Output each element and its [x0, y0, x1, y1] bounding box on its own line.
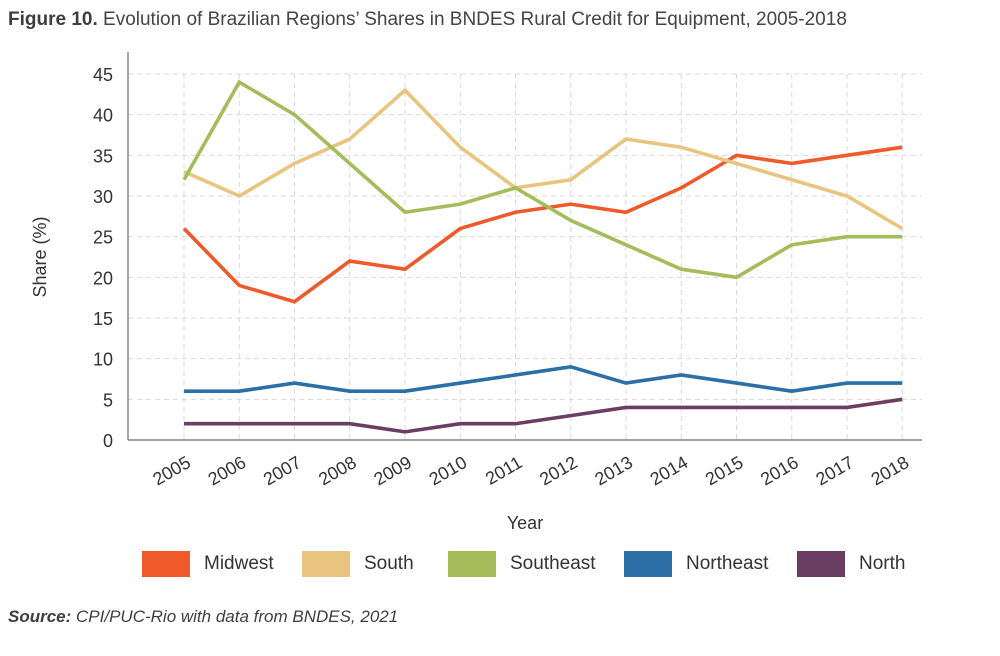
x-tick-labels: 2005 2006 2007 2008 2009 2010 2011 2012 2013 2014… — [149, 452, 912, 489]
series-line-northeast — [184, 364, 903, 394]
grid-lines — [128, 73, 922, 440]
legend: Midwest South Southeast Northeast North — [0, 545, 1000, 585]
series-line-south — [183, 87, 904, 231]
x-axis-label: Year — [507, 513, 543, 533]
legend-swatch — [448, 551, 496, 577]
x-tick-label: 2014 — [647, 452, 692, 489]
series-line-southeast — [182, 79, 903, 280]
y-tick-label: 10 — [93, 350, 113, 370]
y-tick-label: 40 — [93, 106, 113, 126]
y-axis-label: Share (%) — [30, 216, 50, 297]
source-label: Source: — [8, 607, 72, 626]
x-tick-label: 2005 — [149, 452, 194, 489]
x-tick-label: 2011 — [482, 452, 526, 489]
legend-label: Northeast — [686, 553, 769, 574]
x-tick-label: 2012 — [536, 452, 581, 489]
x-tick-label: 2018 — [868, 452, 913, 489]
y-tick-label: 0 — [103, 431, 113, 451]
legend-label: North — [859, 553, 906, 574]
series-line-midwest — [182, 145, 903, 304]
chart-title: Figure 10. Evolution of Brazilian Region… — [8, 9, 847, 31]
y-tick-label: 35 — [93, 146, 113, 166]
legend-swatch — [797, 551, 845, 577]
legend-label: Midwest — [204, 553, 274, 574]
x-tick-label: 2008 — [315, 452, 360, 489]
legend-item-north: North — [797, 545, 905, 583]
legend-item-southeast: Southeast — [448, 545, 596, 583]
y-tick-label: 45 — [93, 65, 113, 85]
y-tick-label: 15 — [93, 309, 113, 329]
figure-label: Figure 10. — [8, 9, 98, 30]
axes — [127, 52, 922, 441]
series-line-north — [184, 397, 903, 434]
y-tick-label: 20 — [93, 268, 113, 288]
figure-title-text: Evolution of Brazilian Regions’ Shares i… — [103, 9, 847, 30]
x-tick-label: 2017 — [812, 452, 857, 489]
legend-swatch — [302, 551, 350, 577]
x-tick-label: 2007 — [260, 452, 305, 489]
legend-item-south: South — [302, 545, 414, 583]
y-tick-labels: 0 5 10 15 20 25 30 35 40 45 — [93, 65, 113, 451]
x-tick-label: 2010 — [426, 452, 471, 489]
legend-item-midwest: Midwest — [142, 545, 274, 583]
y-tick-label: 5 — [103, 390, 113, 410]
x-tick-label: 2016 — [757, 452, 802, 489]
x-tick-label: 2013 — [591, 452, 636, 489]
legend-label: South — [364, 553, 414, 574]
legend-swatch — [624, 551, 672, 577]
legend-item-northeast: Northeast — [624, 545, 768, 583]
legend-label: Southeast — [510, 553, 596, 574]
y-tick-label: 25 — [93, 228, 113, 248]
source-text: CPI/PUC-Rio with data from BNDES, 2021 — [76, 607, 399, 626]
source-note: Source: CPI/PUC-Rio with data from BNDES… — [8, 607, 398, 627]
data-series — [182, 79, 904, 434]
x-tick-label: 2015 — [702, 452, 747, 489]
x-tick-label: 2006 — [205, 452, 250, 489]
y-tick-label: 30 — [93, 187, 113, 207]
legend-swatch — [142, 551, 190, 577]
x-tick-label: 2009 — [370, 452, 415, 489]
